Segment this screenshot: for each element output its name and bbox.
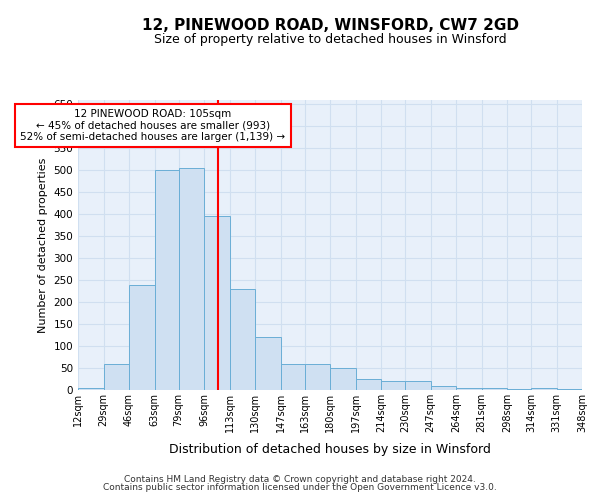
Bar xyxy=(557,388,582,390)
Bar xyxy=(255,338,281,390)
Bar xyxy=(456,388,482,390)
Bar xyxy=(104,364,129,390)
Bar xyxy=(155,170,179,390)
Bar xyxy=(129,284,155,390)
Text: 12, PINEWOOD ROAD, WINSFORD, CW7 2GD: 12, PINEWOOD ROAD, WINSFORD, CW7 2GD xyxy=(142,18,518,32)
Text: Contains HM Land Registry data © Crown copyright and database right 2024.: Contains HM Land Registry data © Crown c… xyxy=(124,476,476,484)
Bar xyxy=(229,289,255,390)
Bar xyxy=(305,364,330,390)
Bar xyxy=(78,388,104,390)
Bar xyxy=(330,368,355,390)
Bar xyxy=(179,168,204,390)
Bar xyxy=(405,381,431,390)
Text: Size of property relative to detached houses in Winsford: Size of property relative to detached ho… xyxy=(154,32,506,46)
Y-axis label: Number of detached properties: Number of detached properties xyxy=(38,158,48,332)
Bar xyxy=(204,216,229,390)
Bar xyxy=(381,381,405,390)
Text: 12 PINEWOOD ROAD: 105sqm
← 45% of detached houses are smaller (993)
52% of semi-: 12 PINEWOOD ROAD: 105sqm ← 45% of detach… xyxy=(20,109,286,142)
Bar xyxy=(507,388,531,390)
Bar xyxy=(431,386,456,390)
Bar xyxy=(531,388,557,390)
Bar xyxy=(482,388,507,390)
Text: Distribution of detached houses by size in Winsford: Distribution of detached houses by size … xyxy=(169,444,491,456)
Text: Contains public sector information licensed under the Open Government Licence v3: Contains public sector information licen… xyxy=(103,483,497,492)
Bar xyxy=(355,379,381,390)
Bar xyxy=(281,364,305,390)
